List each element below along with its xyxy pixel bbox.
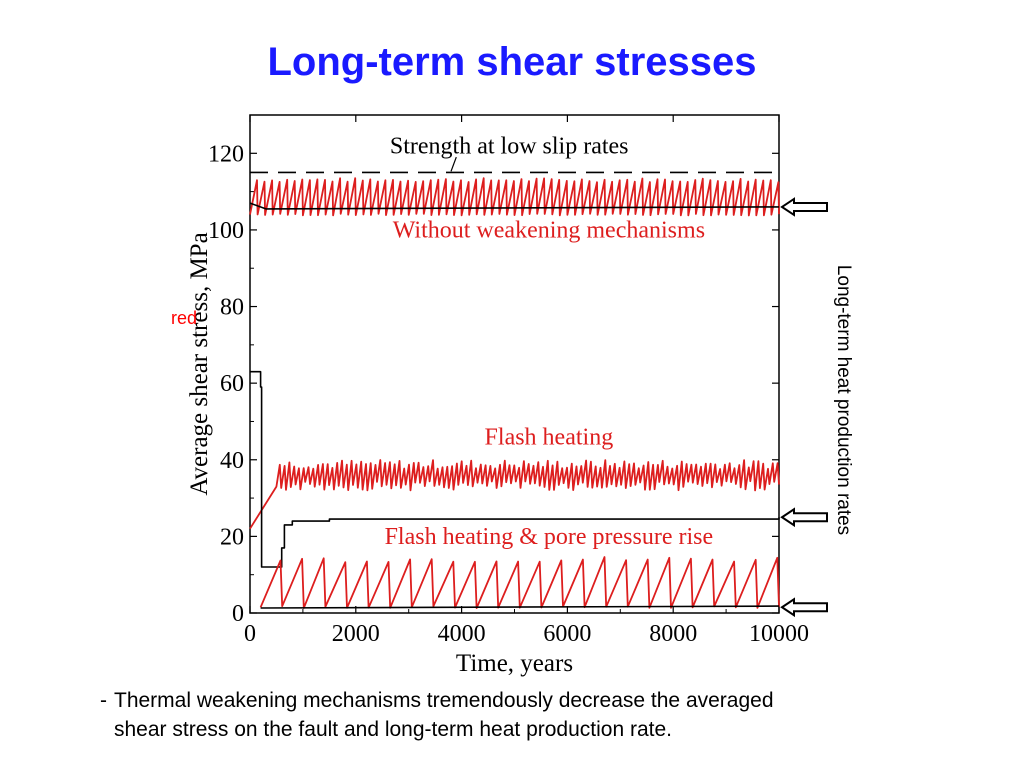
strength-leader-line	[450, 156, 457, 172]
slide-title: Long-term shear stresses	[267, 40, 757, 84]
x-tick-label: 0	[244, 621, 256, 647]
annotation-label-0: Strength at low slip rates	[390, 133, 629, 159]
y-tick-label: 20	[220, 524, 244, 550]
caption-line-2: shear stress on the fault and long-term …	[114, 718, 672, 741]
annotation-label-1: Without weakening mechanisms	[393, 218, 705, 244]
y-tick-label: 120	[208, 141, 244, 167]
annotation-label-3: Flash heating & pore pressure rise	[385, 524, 714, 550]
x-axis-label: Time, years	[456, 650, 573, 677]
caption-bullet: -	[100, 689, 107, 712]
arrow-layer	[780, 197, 828, 618]
axes: 0 2000 4000 6000 8000 10000 0 20 40 60 80 100 120 Tim…	[186, 115, 809, 677]
annotation-label-2: Flash heating	[485, 424, 614, 450]
series-layer	[249, 177, 780, 609]
caption-text-1: Thermal weakening mechanisms tremendousl…	[114, 689, 774, 712]
red-note: red	[171, 308, 198, 328]
annotation-layer: Strength at low slip rates Without weaken…	[250, 133, 779, 550]
side-label-heat-production: Long-term heat production rates	[833, 264, 854, 536]
y-tick-label: 60	[220, 371, 244, 397]
level-arrow-2	[780, 597, 828, 618]
x-tick-label: 2000	[332, 621, 380, 647]
series-line-5	[260, 605, 780, 609]
series-line-2	[249, 459, 780, 530]
series-line-3	[250, 370, 780, 568]
y-tick-label: 0	[232, 601, 244, 627]
series-line-0	[249, 177, 780, 217]
caption: - Thermal weakening mechanisms tremendous…	[100, 686, 960, 744]
x-tick-label: 6000	[543, 621, 591, 647]
y-axis-label: Average shear stress, MPa	[186, 232, 213, 495]
level-arrow-0	[780, 197, 828, 217]
y-tick-label: 100	[208, 218, 244, 244]
x-tick-label: 10000	[749, 621, 809, 647]
caption-line-1: - Thermal weakening mechanisms tremendous…	[100, 686, 960, 715]
x-tick-label: 4000	[438, 621, 486, 647]
series-line-1	[249, 202, 780, 210]
y-tick-label: 80	[220, 295, 244, 321]
level-arrow-1	[780, 507, 828, 528]
series-line-4	[259, 556, 780, 609]
x-tick-label: 8000	[649, 621, 697, 647]
y-tick-label: 40	[220, 448, 244, 474]
